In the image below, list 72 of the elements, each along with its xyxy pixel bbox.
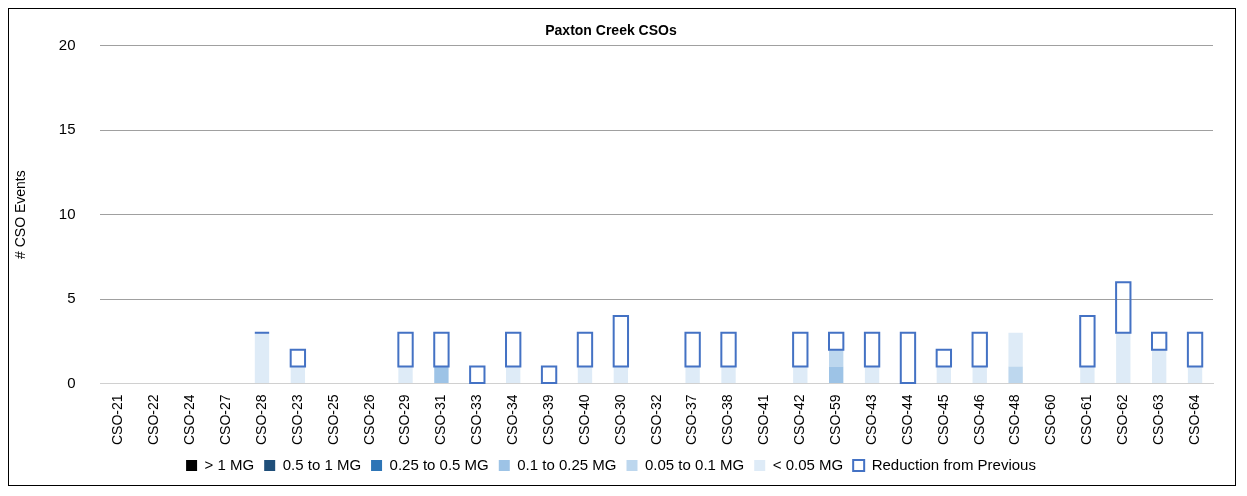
bar	[1115, 281, 1132, 334]
x-tick-label: CSO-34	[504, 394, 521, 446]
bar	[289, 348, 307, 368]
bar	[720, 331, 737, 368]
y-tick-label: 0	[67, 373, 76, 391]
bar	[505, 331, 522, 368]
legend-label: < 0.05 MG	[772, 455, 844, 473]
x-tick-label: CSO-25	[324, 394, 341, 446]
x-tick-label: CSO-64	[1185, 394, 1202, 446]
bar	[829, 349, 844, 367]
x-tick-label: CSO-37	[683, 394, 700, 446]
bar	[829, 366, 844, 383]
legend-label: 0.05 to 0.1 MG	[645, 455, 745, 473]
bar	[1151, 349, 1167, 383]
bar	[828, 331, 845, 351]
chart-title: Paxton Creek CSOs	[545, 22, 677, 39]
x-tick-label: CSO-39	[539, 394, 556, 446]
bar	[254, 332, 270, 383]
bar	[540, 365, 558, 384]
x-tick-label: CSO-62	[1114, 394, 1131, 446]
bar	[1008, 332, 1023, 367]
y-tick-label: 5	[67, 289, 76, 307]
x-tick-label: CSO-38	[719, 394, 736, 446]
x-tick-label: CSO-27	[216, 394, 233, 446]
x-tick-label: CSO-23	[288, 394, 305, 446]
bar	[576, 331, 594, 368]
x-tick-label: CSO-29	[396, 394, 413, 446]
bar	[899, 331, 917, 384]
x-tick-label: CSO-24	[181, 394, 198, 446]
bar	[792, 331, 809, 368]
bar	[971, 331, 988, 368]
y-tick-label: 15	[58, 120, 76, 138]
bar	[684, 331, 701, 368]
bar	[1079, 314, 1096, 368]
legend-label: > 1 MG	[204, 455, 255, 473]
legend-label: 0.5 to 1 MG	[282, 455, 362, 473]
x-tick-label: CSO-61	[1078, 394, 1095, 446]
x-tick-label: CSO-46	[970, 394, 987, 446]
x-tick-label: CSO-44	[898, 394, 915, 446]
y-tick-label: 20	[58, 35, 76, 53]
bar	[397, 331, 414, 368]
bar	[469, 365, 486, 384]
x-tick-label: CSO-32	[647, 394, 664, 446]
x-tick-label: CSO-30	[611, 394, 628, 446]
legend-label: 0.25 to 0.5 MG	[389, 455, 489, 473]
y-axis-title: # CSO Events	[12, 170, 29, 259]
x-tick-label: CSO-42	[791, 394, 808, 446]
y-tick-label: 10	[58, 204, 76, 222]
legend-label: 0.1 to 0.25 MG	[517, 455, 617, 473]
x-tick-label: CSO-43	[862, 394, 879, 446]
bar	[1150, 331, 1168, 351]
x-tick-label: CSO-31	[432, 394, 449, 446]
x-tick-label: CSO-41	[755, 394, 772, 446]
bar	[1116, 332, 1131, 383]
x-tick-label: CSO-60	[1042, 394, 1059, 446]
x-tick-label: CSO-45	[934, 394, 951, 446]
x-tick-label: CSO-40	[575, 394, 592, 446]
bar	[612, 314, 630, 368]
legend-label: Reduction from Previous	[871, 455, 1036, 473]
x-tick-label: CSO-22	[145, 394, 162, 446]
bar	[1186, 331, 1204, 368]
bar	[1008, 366, 1023, 383]
x-tick-label: CSO-21	[109, 394, 126, 446]
x-tick-label: CSO-33	[468, 394, 485, 446]
x-tick-label: CSO-63	[1150, 394, 1167, 446]
bar	[935, 348, 953, 368]
x-tick-label: CSO-26	[360, 394, 377, 446]
x-tick-label: CSO-28	[252, 394, 269, 446]
bar	[863, 331, 881, 368]
x-tick-label: CSO-48	[1006, 394, 1023, 446]
x-tick-label: CSO-59	[827, 394, 844, 446]
bar	[433, 331, 450, 368]
